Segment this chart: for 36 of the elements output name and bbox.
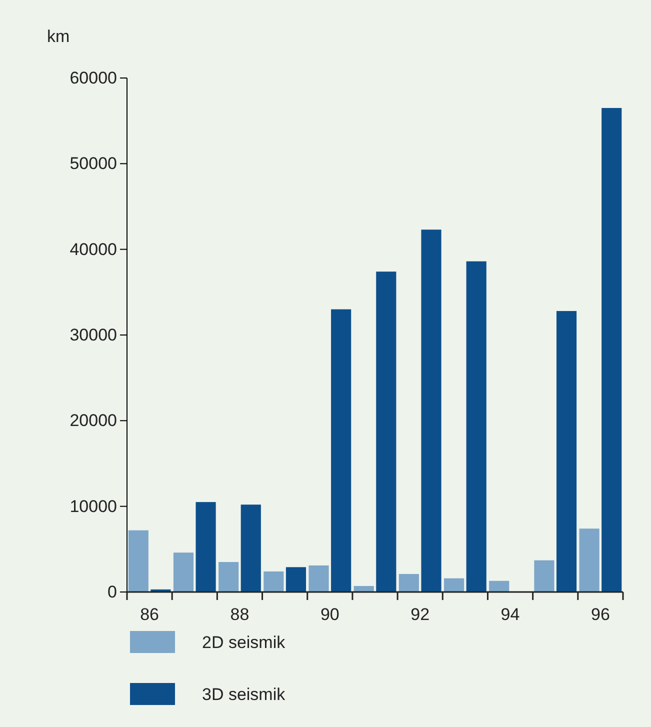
x-tick-label: 88 — [230, 605, 250, 624]
bar — [534, 560, 554, 592]
bar — [421, 230, 442, 592]
bar — [218, 562, 239, 592]
legend-label: 3D seismik — [202, 685, 286, 704]
bar — [196, 502, 216, 592]
x-tick-label: 92 — [410, 605, 430, 624]
bar — [286, 567, 306, 592]
bar — [579, 528, 600, 592]
bar — [602, 108, 622, 592]
bar — [354, 586, 374, 592]
bar — [331, 309, 352, 592]
bar — [444, 578, 464, 592]
bar — [128, 530, 148, 592]
y-tick-label: 0 — [108, 582, 117, 602]
bar — [466, 261, 486, 592]
y-tick-label: 10000 — [70, 496, 117, 516]
y-tick-label: 60000 — [70, 68, 117, 88]
x-tick-label: 96 — [590, 605, 610, 624]
bar — [240, 504, 261, 592]
y-axis-title: km — [47, 27, 70, 46]
y-tick-label: 20000 — [70, 411, 117, 430]
y-tick-label: 30000 — [70, 325, 117, 344]
bar — [489, 580, 510, 592]
x-tick-label: 90 — [320, 605, 340, 624]
y-tick-label: 40000 — [70, 240, 117, 259]
x-tick-label: 86 — [140, 605, 160, 624]
bar — [556, 311, 577, 592]
bar — [264, 571, 284, 592]
y-tick-label: 50000 — [70, 154, 117, 174]
bar — [376, 272, 396, 592]
legend-label: 2D seismik — [202, 633, 286, 652]
bar — [173, 552, 194, 592]
bar — [308, 565, 329, 592]
bar — [398, 574, 419, 592]
x-tick-label: 94 — [500, 605, 520, 624]
